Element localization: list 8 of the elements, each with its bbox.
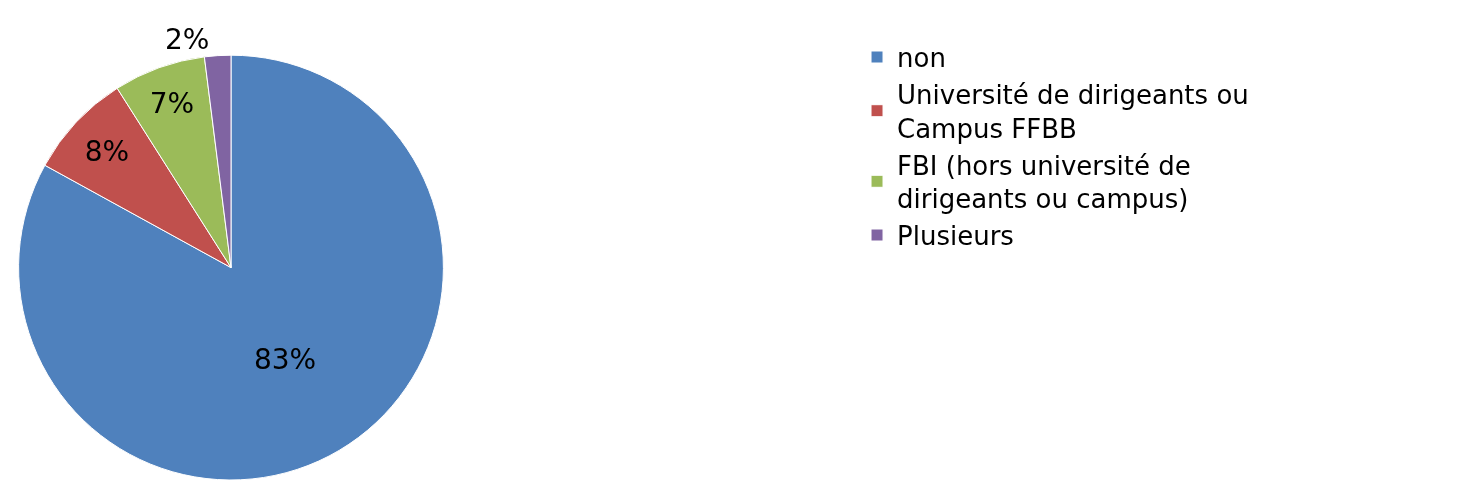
data-label: 8% bbox=[84, 134, 130, 168]
legend-label: non bbox=[897, 43, 946, 74]
legend-label: Plusieurs bbox=[897, 221, 1014, 252]
legend-label: FBI (hors université de dirigeants ou campus) bbox=[897, 150, 1191, 215]
data-label: 7% bbox=[149, 87, 195, 121]
data-label: 83% bbox=[253, 342, 317, 376]
legend-label: Université de dirigeants ou Campus FFBB bbox=[897, 79, 1249, 144]
data-label: 2% bbox=[164, 22, 210, 56]
